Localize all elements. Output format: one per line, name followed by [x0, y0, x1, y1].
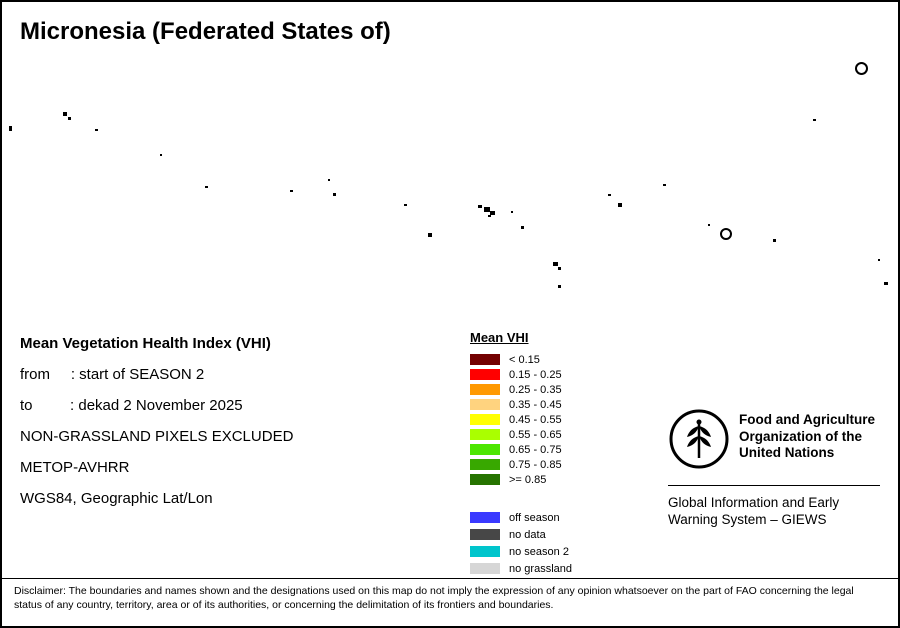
fao-org-line: Organization of the: [739, 428, 862, 444]
legend-class-row: 0.15 - 0.25: [470, 367, 572, 382]
metadata-line: to : dekad 2 November 2025: [20, 397, 243, 414]
legend-class-label: 0.25 - 0.35: [509, 383, 562, 396]
island-dot: [205, 186, 208, 188]
legend-class-label: 0.55 - 0.65: [509, 428, 562, 441]
fao-org-line: Food and Agriculture: [739, 412, 875, 427]
legend-class-swatch: [470, 414, 500, 425]
metadata-line: WGS84, Geographic Lat/Lon: [20, 490, 213, 507]
metadata-line: from : start of SEASON 2: [20, 366, 205, 383]
legend-class-swatch: [470, 369, 500, 380]
legend-class-row: < 0.15: [470, 352, 572, 367]
legend-class-label: 0.45 - 0.55: [509, 413, 562, 426]
legend-class-row: 0.35 - 0.45: [470, 397, 572, 412]
island-dot: [63, 112, 67, 116]
legend-special-swatch: [470, 563, 500, 574]
island-dot: [290, 190, 293, 192]
island-dot: [68, 117, 71, 120]
legend-class-swatch: [470, 474, 500, 485]
island-dot: [773, 239, 776, 242]
legend-class-label: 0.35 - 0.45: [509, 398, 562, 411]
island-dot: [553, 262, 558, 266]
fao-org-line: United Nations: [739, 445, 835, 460]
fao-logo-icon: [668, 408, 730, 475]
island-dot: [663, 184, 666, 186]
island-dot: [160, 154, 162, 156]
legend-class-swatch: [470, 429, 500, 440]
metadata-line: METOP-AVHRR: [20, 459, 130, 476]
metadata-block: Mean Vegetation Health Index (VHI) from …: [20, 335, 293, 521]
legend-special-label: no data: [509, 528, 546, 541]
island-dot: [488, 215, 491, 217]
island-dot: [511, 211, 513, 213]
legend-special-row: off season: [470, 509, 572, 526]
fao-block: Food and Agriculture Organization of the U…: [668, 408, 884, 528]
giews-line: Global Information and Early: [668, 495, 840, 510]
fao-org-name: Food and Agriculture Organization of the U…: [739, 408, 875, 462]
island-dot: [521, 226, 524, 229]
island-dot: [9, 126, 12, 131]
legend-special: off season no data no season 2 no grassland: [470, 509, 572, 577]
island-dot: [490, 211, 495, 215]
island-dot: [328, 179, 330, 181]
legend-special-swatch: [470, 546, 500, 557]
legend-special-row: no data: [470, 526, 572, 543]
giews-line: Warning System – GIEWS: [668, 512, 827, 527]
legend-class-row: 0.25 - 0.35: [470, 382, 572, 397]
legend-class-row: 0.55 - 0.65: [470, 427, 572, 442]
legend-class-row: 0.65 - 0.75: [470, 442, 572, 457]
legend-special-label: no grassland: [509, 562, 572, 575]
metadata-heading: Mean Vegetation Health Index (VHI): [20, 335, 271, 352]
island-dot: [558, 267, 561, 270]
metadata-lines: from : start of SEASON 2 to : dekad 2 Nov…: [20, 366, 293, 507]
legend-classes: < 0.15 0.15 - 0.25 0.25 - 0.35 0.35 - 0.45 0…: [470, 352, 572, 487]
island-dot: [878, 259, 880, 261]
legend-title: Mean VHI: [470, 330, 529, 345]
island-dot: [884, 282, 888, 285]
island-dot: [478, 205, 482, 208]
legend-class-swatch: [470, 444, 500, 455]
fao-divider: [668, 485, 880, 486]
island-dot: [428, 233, 432, 237]
island-dot: [333, 193, 336, 196]
legend-special-swatch: [470, 512, 500, 523]
island-dot: [708, 224, 710, 226]
fao-header: Food and Agriculture Organization of the U…: [668, 408, 884, 475]
disclaimer-text: Disclaimer: The boundaries and names sho…: [14, 585, 854, 611]
disclaimer-divider: [2, 578, 898, 579]
legend-special-row: no grassland: [470, 560, 572, 577]
legend-class-row: >= 0.85: [470, 472, 572, 487]
legend-class-label: 0.15 - 0.25: [509, 368, 562, 381]
island-dot: [720, 228, 732, 240]
legend-class-label: >= 0.85: [509, 473, 547, 486]
island-dot: [618, 203, 622, 207]
legend: Mean VHI < 0.15 0.15 - 0.25 0.25 - 0.35 0.3…: [470, 330, 572, 577]
island-dot: [404, 204, 407, 206]
legend-class-label: < 0.15: [509, 353, 540, 366]
island-dot: [608, 194, 611, 196]
metadata-line: NON-GRASSLAND PIXELS EXCLUDED: [20, 428, 294, 445]
legend-special-row: no season 2: [470, 543, 572, 560]
legend-class-label: 0.75 - 0.85: [509, 458, 562, 471]
giews-label: Global Information and Early Warning Syst…: [668, 494, 884, 528]
island-dot: [95, 129, 98, 131]
legend-class-swatch: [470, 354, 500, 365]
page-title: Micronesia (Federated States of): [20, 18, 391, 45]
legend-class-row: 0.75 - 0.85: [470, 457, 572, 472]
island-dot: [813, 119, 816, 121]
legend-class-swatch: [470, 459, 500, 470]
legend-special-swatch: [470, 529, 500, 540]
legend-special-label: no season 2: [509, 545, 569, 558]
island-dot: [558, 285, 561, 288]
legend-class-swatch: [470, 399, 500, 410]
island-dot: [855, 62, 868, 75]
island-dot: [484, 207, 490, 212]
legend-special-label: off season: [509, 511, 560, 524]
legend-class-swatch: [470, 384, 500, 395]
legend-class-row: 0.45 - 0.55: [470, 412, 572, 427]
legend-class-label: 0.65 - 0.75: [509, 443, 562, 456]
